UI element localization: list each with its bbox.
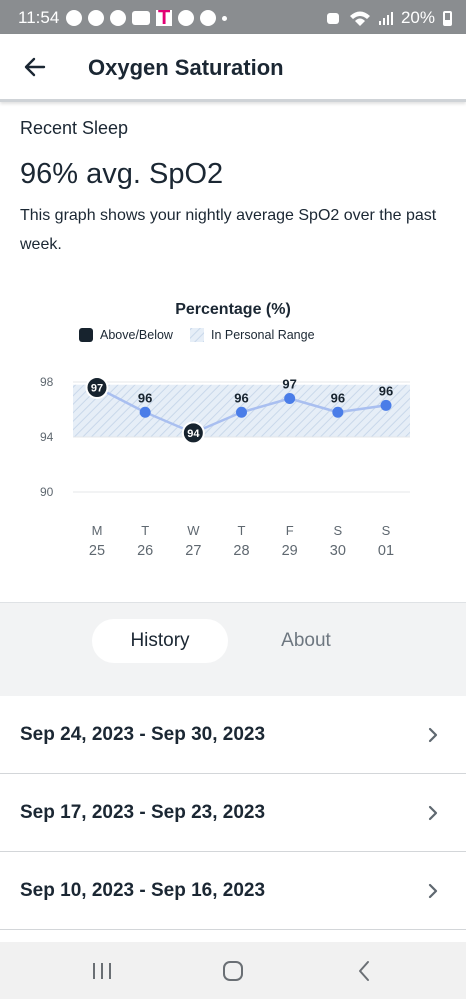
x-tick-day: S: [333, 523, 342, 538]
data-point[interactable]: [139, 406, 151, 418]
average-headline: 96% avg. SpO2: [20, 158, 224, 190]
battery-icon: [443, 10, 452, 26]
recents-icon: [93, 963, 111, 979]
y-axis-ticks: 98 94 90: [40, 375, 54, 499]
data-point[interactable]: [380, 399, 392, 411]
back-button[interactable]: [18, 50, 52, 84]
section-label: Recent Sleep: [20, 118, 129, 138]
x-tick-day: T: [141, 523, 149, 538]
chevron-right-icon: [428, 883, 438, 899]
data-points: 97 96 94 96 97 96 96: [85, 376, 393, 445]
legend-label: Above/Below: [100, 328, 174, 342]
x-tick-date: 01: [378, 543, 394, 559]
x-tick-date: 25: [89, 543, 105, 559]
chart-legend: Above/Below In Personal Range: [79, 328, 315, 342]
history-range: Sep 10, 2023 - Sep 16, 2023: [20, 880, 266, 901]
tmobile-icon: [132, 11, 150, 25]
data-label: 96: [379, 383, 393, 398]
legend-swatch-personal-range: [190, 328, 204, 342]
data-label: 96: [138, 390, 152, 405]
chevron-right-icon: [428, 727, 438, 743]
notification-icons: T: [66, 7, 228, 29]
status-time: 11:54: [18, 8, 60, 27]
data-label: 97: [282, 377, 296, 392]
battery-percent: 20%: [400, 8, 435, 27]
history-row[interactable]: Sep 17, 2023 - Sep 23, 2023: [0, 774, 466, 852]
y-tick-label: 94: [40, 430, 54, 444]
history-list: Sep 24, 2023 - Sep 30, 2023 Sep 17, 2023…: [0, 696, 466, 930]
x-tick-day: M: [92, 523, 103, 538]
x-tick-date: 30: [330, 543, 346, 559]
nav-back-button[interactable]: [349, 956, 379, 986]
x-tick-date: 27: [185, 543, 201, 559]
status-bar: 11:54 T 20%: [0, 0, 466, 34]
tab-history[interactable]: History: [92, 619, 228, 663]
data-label: 94: [187, 428, 200, 440]
signal-icon: [378, 12, 393, 25]
history-range: Sep 24, 2023 - Sep 30, 2023: [20, 724, 266, 745]
arrow-left-icon: [24, 57, 46, 77]
wifi-icon: [349, 11, 370, 26]
y-tick-label: 90: [40, 485, 54, 499]
system-icons: 20%: [325, 8, 452, 28]
assistant-icon: [200, 10, 217, 26]
messenger-icon: [88, 10, 104, 26]
x-tick-date: 29: [282, 543, 298, 559]
spo2-chart: Percentage (%) Above/Below In Personal Ra…: [40, 301, 410, 559]
history-range: Sep 17, 2023 - Sep 23, 2023: [20, 802, 266, 823]
legend-label: In Personal Range: [211, 328, 315, 342]
chart-title: Percentage (%): [175, 301, 291, 318]
x-tick-day: T: [238, 523, 246, 538]
recents-button[interactable]: [87, 956, 117, 986]
alarm-icon: [326, 13, 339, 24]
y-tick-label: 98: [40, 375, 54, 389]
page-title: Oxygen Saturation: [88, 55, 284, 80]
history-row[interactable]: Sep 24, 2023 - Sep 30, 2023: [0, 696, 466, 774]
app-bar: Oxygen Saturation: [0, 34, 466, 102]
history-row[interactable]: Sep 10, 2023 - Sep 16, 2023: [0, 852, 466, 930]
chart-gridlines: [73, 381, 410, 493]
data-point[interactable]: [284, 393, 296, 404]
legend-swatch-above-below: [79, 328, 93, 342]
chevron-right-icon: [428, 805, 438, 821]
x-tick-day: W: [187, 523, 200, 538]
data-point[interactable]: [236, 406, 247, 418]
dot-icon: [222, 15, 228, 21]
x-tick-date: 26: [137, 543, 153, 559]
x-axis-ticks: M 25 T 26 W 27 T 28 F 29 S 30 S 01: [89, 523, 394, 559]
data-point-out-of-range[interactable]: [181, 421, 205, 445]
x-tick-date: 28: [233, 543, 249, 559]
data-point[interactable]: [332, 406, 344, 418]
data-label: 97: [91, 383, 103, 395]
graph-description: This graph shows your nightly average Sp…: [20, 207, 437, 253]
home-icon: [223, 961, 243, 981]
system-nav-bar: [0, 942, 466, 999]
tab-bar: History About: [0, 602, 466, 696]
tab-about[interactable]: About: [281, 630, 331, 651]
x-tick-day: S: [382, 523, 391, 538]
home-button[interactable]: [218, 956, 248, 986]
x-tick-day: F: [286, 523, 294, 538]
data-label: 96: [331, 390, 345, 405]
data-label: 96: [234, 390, 248, 405]
chat-icon: [66, 10, 82, 26]
chrome-icon: [178, 10, 195, 26]
data-point-out-of-range[interactable]: [85, 376, 109, 399]
back-icon: [359, 961, 369, 981]
carrier-logo: T: [156, 7, 173, 29]
gallery-icon: [110, 10, 126, 26]
